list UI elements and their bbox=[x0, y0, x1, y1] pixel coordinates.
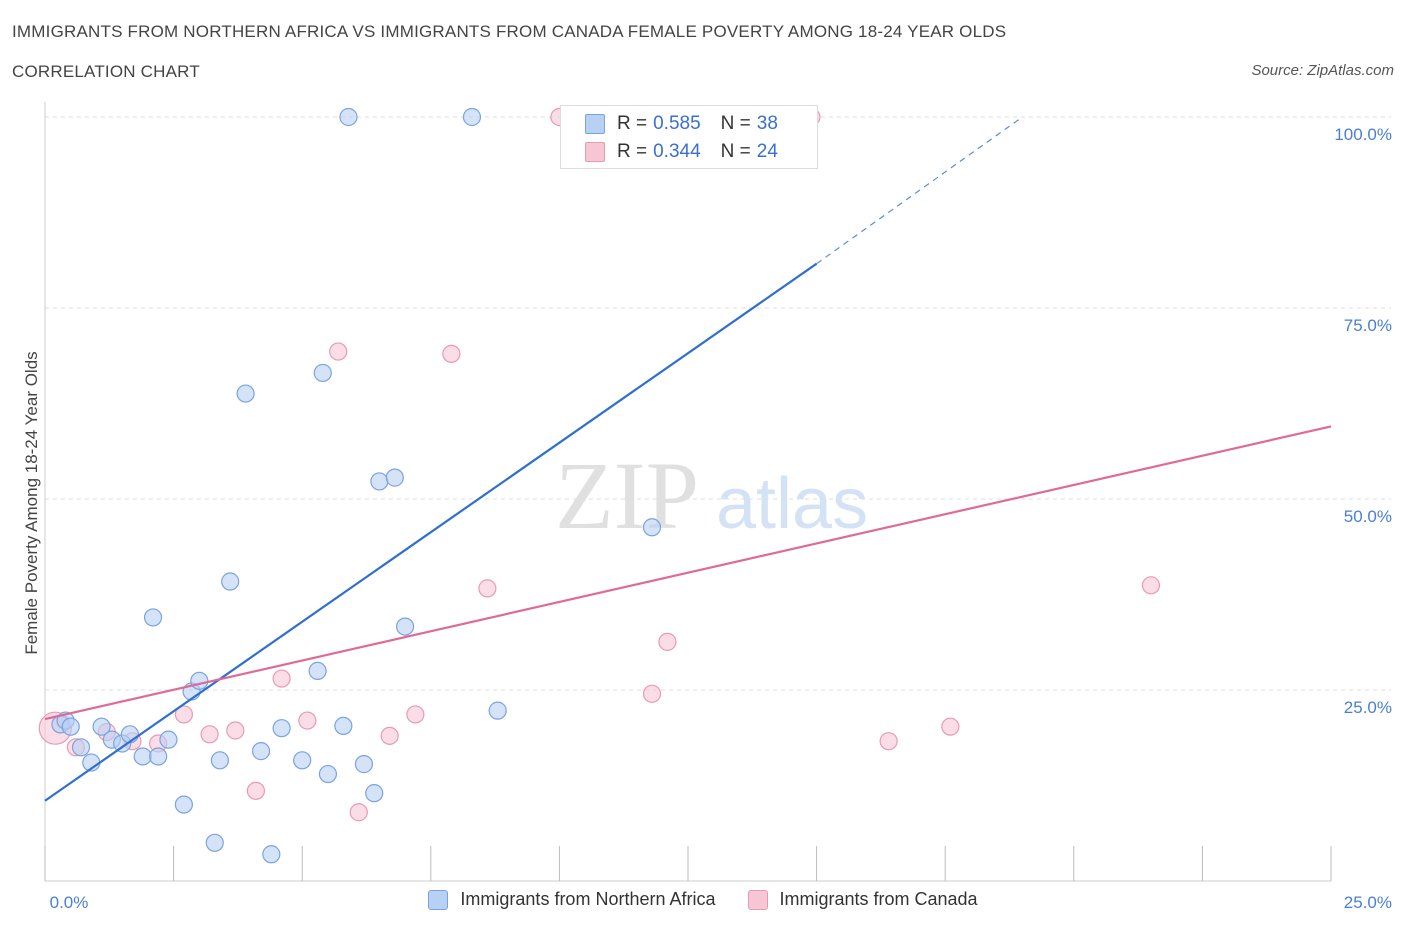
northern-africa-point bbox=[642, 518, 662, 537]
canada-point bbox=[642, 684, 662, 703]
y-tick-label: 75.0% bbox=[1344, 316, 1392, 335]
blue-swatch bbox=[585, 114, 605, 134]
canada-point bbox=[272, 669, 291, 688]
northern-africa-point bbox=[462, 107, 482, 127]
y-axis-label: Female Poverty Among 18-24 Year Olds bbox=[22, 351, 41, 654]
blue-swatch bbox=[428, 889, 449, 910]
r-label: R = bbox=[617, 141, 648, 162]
northern-africa-point bbox=[488, 701, 507, 720]
axis-layer bbox=[44, 102, 1332, 882]
northern-africa-point bbox=[133, 747, 152, 766]
label-layer: 25.0% 50.0% 75.0% 100.0% 0.0% 25.0% Female Pov… bbox=[22, 125, 1392, 912]
canada-point bbox=[941, 717, 960, 736]
legend-item-canada: Immigrants from Canada bbox=[747, 889, 978, 910]
legend-label: Immigrants from Northern Africa bbox=[460, 889, 716, 909]
northern-africa-point bbox=[61, 717, 80, 736]
northern-africa-point bbox=[149, 747, 168, 766]
northern-africa-point bbox=[205, 833, 224, 852]
canada-point bbox=[246, 781, 266, 800]
northern-africa-point bbox=[236, 384, 255, 403]
canada-point bbox=[442, 344, 461, 363]
chart-title: IMMIGRANTS FROM NORTHERN AFRICA VS IMMIG… bbox=[12, 22, 1007, 41]
northern-africa-point bbox=[159, 730, 178, 749]
northern-africa-point bbox=[71, 738, 91, 757]
northern-africa-point bbox=[174, 795, 193, 814]
stats-legend-row-1: R = 0.585 N = 38 bbox=[585, 110, 778, 138]
canada-point bbox=[349, 803, 368, 822]
r-value: 0.344 bbox=[653, 141, 701, 162]
northern-africa-point bbox=[92, 717, 111, 736]
northern-africa-point bbox=[143, 608, 163, 627]
canada-point bbox=[1141, 576, 1161, 595]
northern-africa-point bbox=[251, 742, 271, 761]
northern-africa-point bbox=[354, 755, 374, 774]
x-tick-label: 0.0% bbox=[50, 893, 89, 912]
y-tick-label: 25.0% bbox=[1344, 698, 1392, 717]
northern-africa-point bbox=[210, 751, 229, 770]
northern-africa-point bbox=[365, 784, 384, 803]
legend-item-northern-africa: Immigrants from Northern Africa bbox=[428, 889, 716, 910]
canada-point bbox=[658, 632, 677, 651]
series-legend: Immigrants from Northern Africa Immigran… bbox=[0, 889, 1406, 910]
r-value: 0.585 bbox=[653, 113, 701, 134]
northern-africa-point bbox=[221, 572, 240, 591]
northern-africa-point bbox=[385, 468, 404, 487]
northern-africa-trendline bbox=[44, 262, 818, 802]
source-credit: Source: ZipAtlas.com bbox=[1251, 62, 1394, 79]
watermark-zip: ZIP bbox=[555, 442, 699, 549]
northern-africa-point bbox=[318, 764, 338, 784]
canada-point bbox=[329, 342, 348, 361]
canada-point bbox=[298, 711, 317, 730]
r-label: R = bbox=[617, 113, 648, 134]
canada-point bbox=[879, 732, 898, 751]
canada-point bbox=[200, 725, 219, 744]
northern-africa-point bbox=[334, 716, 353, 736]
northern-africa-point bbox=[190, 671, 209, 690]
northern-africa-trendline-extension bbox=[816, 116, 1023, 265]
y-tick-label: 50.0% bbox=[1344, 507, 1392, 526]
n-label: N = bbox=[720, 113, 751, 134]
canada-point bbox=[478, 579, 497, 598]
x-tick-label: 25.0% bbox=[1344, 893, 1392, 912]
y-tick-label: 100.0% bbox=[1334, 125, 1392, 144]
pink-swatch bbox=[585, 142, 605, 162]
canada-point bbox=[406, 705, 425, 724]
pink-swatch bbox=[747, 889, 768, 910]
northern-africa-point bbox=[262, 845, 281, 864]
northern-africa-point bbox=[308, 661, 327, 681]
grid-layer bbox=[45, 116, 1391, 691]
northern-africa-point bbox=[120, 725, 139, 744]
canada-point bbox=[380, 726, 399, 745]
watermark-atlas: atlas bbox=[716, 464, 868, 544]
canada-trendline bbox=[44, 425, 1332, 721]
n-value: 24 bbox=[756, 141, 778, 162]
northern-africa-point bbox=[395, 617, 415, 636]
northern-africa-point bbox=[313, 363, 332, 383]
trend-layer bbox=[44, 116, 1332, 802]
northern-africa-point bbox=[272, 719, 291, 738]
watermark: ZIP atlas bbox=[555, 442, 868, 549]
northern-africa-point bbox=[293, 751, 312, 770]
chart-subtitle: CORRELATION CHART bbox=[12, 62, 200, 81]
northern-africa-point bbox=[370, 472, 389, 491]
canada-point bbox=[226, 721, 245, 740]
northern-africa-point bbox=[339, 107, 358, 127]
n-label: N = bbox=[720, 141, 751, 162]
stats-legend-row-2: R = 0.344 N = 24 bbox=[585, 138, 778, 166]
legend-label: Immigrants from Canada bbox=[779, 889, 978, 909]
n-value: 38 bbox=[756, 113, 778, 134]
stats-legend: R = 0.585 N = 38 R = 0.344 N = 24 bbox=[560, 105, 818, 169]
canada-point bbox=[174, 705, 193, 724]
